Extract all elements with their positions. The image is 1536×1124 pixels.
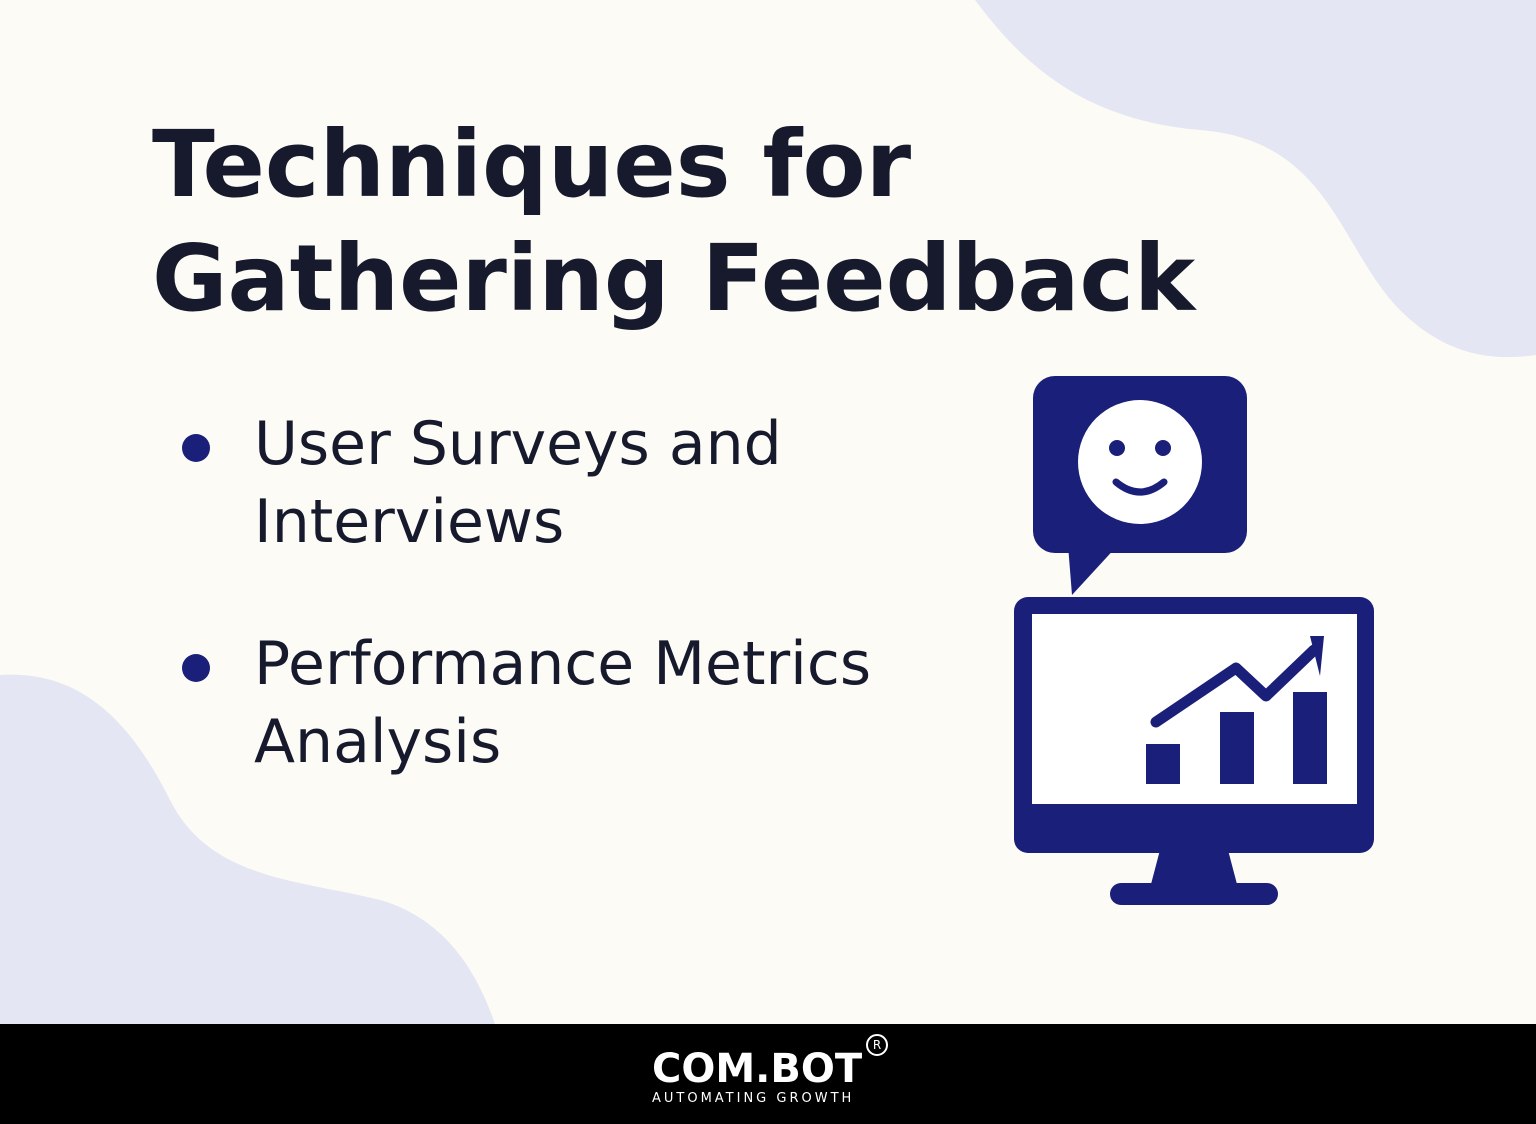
item-line: Performance Metrics xyxy=(254,629,872,699)
brand: COM.BOT xyxy=(652,1046,863,1092)
item-line: Analysis xyxy=(254,707,502,777)
item-line: Interviews xyxy=(254,487,565,557)
title-line: Gathering Feedback xyxy=(152,225,1196,332)
list-item: Performance Metrics Analysis xyxy=(254,625,871,781)
title-line: Techniques for xyxy=(152,111,912,218)
tagline: AUTOMATING GROWTH xyxy=(652,1091,855,1106)
item-line: User Surveys and xyxy=(254,409,782,479)
title: Techniques for Gathering Feedback xyxy=(152,108,1195,336)
list-item: User Surveys and Interviews xyxy=(254,405,782,561)
registered: R xyxy=(866,1034,888,1056)
